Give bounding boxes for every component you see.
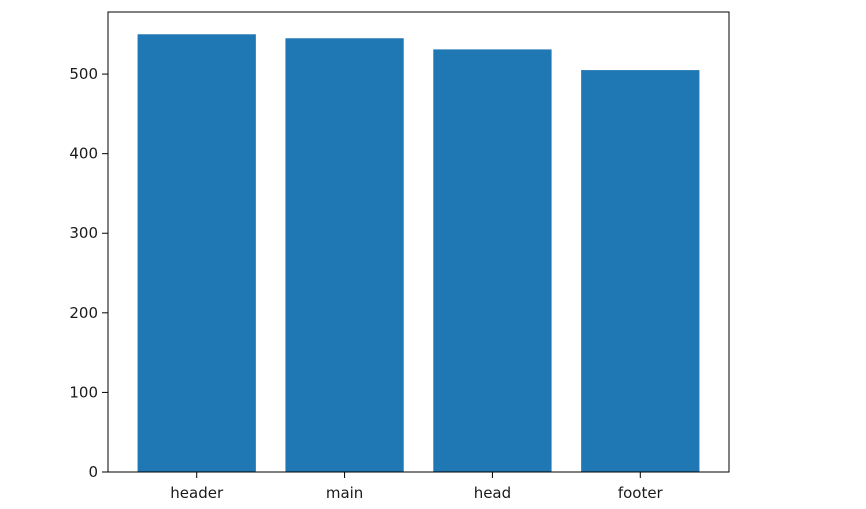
y-tick-label: 500 [69, 65, 98, 83]
bar-main [285, 38, 404, 472]
plot-frame [107, 11, 730, 473]
x-tick-label-header: header [170, 484, 224, 502]
bar-head [433, 49, 552, 473]
y-tick-label: 200 [69, 304, 98, 322]
y-tick-label: 100 [69, 383, 98, 401]
x-tick-label-main: main [326, 484, 363, 502]
x-tick-label-head: head [474, 484, 511, 502]
y-axis: 0 100 200 300 400 500 [69, 65, 108, 481]
x-tick-label-footer: footer [618, 484, 664, 502]
y-tick-label: 0 [88, 463, 98, 481]
bar-header [137, 34, 256, 472]
bars-group [137, 34, 700, 473]
bar-footer [581, 70, 700, 472]
y-tick-label: 300 [69, 224, 98, 242]
x-axis: header main head footer [170, 472, 664, 502]
y-tick-label: 400 [69, 145, 98, 163]
